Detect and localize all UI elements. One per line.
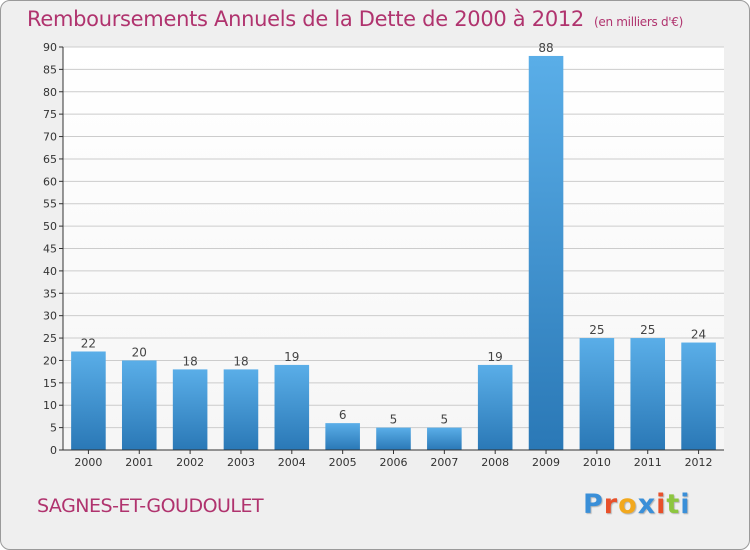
bar-2003 (223, 369, 259, 450)
x-tick-label: 2009 (532, 456, 560, 469)
bar-2004 (274, 364, 310, 450)
bar-2010 (579, 338, 615, 450)
y-tick-label: 35 (43, 287, 57, 300)
proxiti-logo: Proxiti (583, 489, 691, 520)
logo-letter: i (656, 489, 667, 520)
data-labels: 22 20 18 18 19 6 5 5 19 88 25 25 24 (81, 41, 706, 427)
x-tick-label: 2000 (74, 456, 102, 469)
commune-name: SAGNES-ET-GOUDOULET (37, 495, 264, 517)
y-tick-label: 50 (43, 220, 57, 233)
y-tick-label: 75 (43, 108, 57, 121)
logo-letter: x (637, 489, 657, 520)
y-tick-label: 15 (43, 377, 57, 390)
data-label: 22 (81, 336, 96, 350)
data-label: 18 (182, 354, 197, 368)
y-tick-label: 10 (43, 399, 57, 412)
y-tick-label: 30 (43, 310, 57, 323)
y-tick-label: 65 (43, 153, 57, 166)
data-label: 25 (589, 323, 604, 337)
data-label: 19 (488, 350, 503, 364)
y-tick-labels: 0 5 10 15 20 25 30 35 40 45 50 55 60 65 70 75 80 85 90 (43, 41, 63, 457)
x-tick-label: 2003 (227, 456, 255, 469)
data-label: 6 (339, 408, 347, 422)
bar-2009 (528, 55, 564, 450)
bar-2000 (71, 351, 106, 450)
logo-letter: o (618, 489, 638, 520)
x-tick-labels: 2000 2001 2002 2003 2004 2005 2006 2007 2008 2009… (74, 450, 713, 469)
y-tick-label: 70 (43, 131, 57, 144)
data-label: 5 (441, 413, 449, 427)
bar-2006 (376, 427, 411, 450)
bar-2012 (681, 342, 716, 450)
bar-2011 (630, 338, 666, 450)
data-label: 19 (284, 350, 299, 364)
y-tick-label: 55 (43, 198, 57, 211)
data-label: 24 (691, 328, 706, 342)
chart-unit: (en milliers d'€) (594, 15, 684, 29)
bar-2005 (325, 423, 360, 450)
y-tick-label: 5 (50, 422, 57, 435)
y-tick-label: 90 (43, 41, 57, 54)
logo-letter: i (680, 489, 691, 520)
x-tick-label: 2006 (380, 456, 408, 469)
bar-2002 (172, 369, 208, 450)
x-tick-label: 2005 (329, 456, 357, 469)
x-tick-label: 2004 (278, 456, 306, 469)
x-tick-label: 2010 (583, 456, 611, 469)
y-tick-label: 80 (43, 86, 57, 99)
y-tick-label: 60 (43, 175, 57, 188)
x-tick-label: 2002 (176, 456, 204, 469)
y-tick-label: 25 (43, 332, 57, 345)
bar-2001 (121, 360, 157, 450)
bars (71, 55, 716, 450)
x-tick-label: 2007 (430, 456, 458, 469)
y-tick-label: 20 (43, 354, 57, 367)
x-tick-label: 2012 (685, 456, 713, 469)
data-label: 5 (390, 413, 398, 427)
logo-letter: r (603, 489, 619, 520)
chart-title-text: Remboursements Annuels de la Dette de 20… (27, 7, 584, 31)
y-tick-label: 85 (43, 63, 57, 76)
x-tick-label: 2008 (481, 456, 509, 469)
x-tick-label: 2001 (125, 456, 153, 469)
data-label: 20 (132, 345, 147, 359)
bar-2008 (477, 364, 513, 450)
x-tick-label: 2011 (634, 456, 662, 469)
logo-letter: P (583, 489, 604, 520)
data-label: 18 (233, 354, 248, 368)
logo-letter: t (666, 489, 681, 520)
data-label: 25 (640, 323, 655, 337)
chart-title: Remboursements Annuels de la Dette de 20… (27, 7, 683, 31)
y-tick-label: 0 (50, 444, 57, 457)
bar-2007 (427, 427, 462, 450)
y-tick-label: 45 (43, 243, 57, 256)
data-label: 88 (538, 41, 553, 55)
y-tick-label: 40 (43, 265, 57, 278)
